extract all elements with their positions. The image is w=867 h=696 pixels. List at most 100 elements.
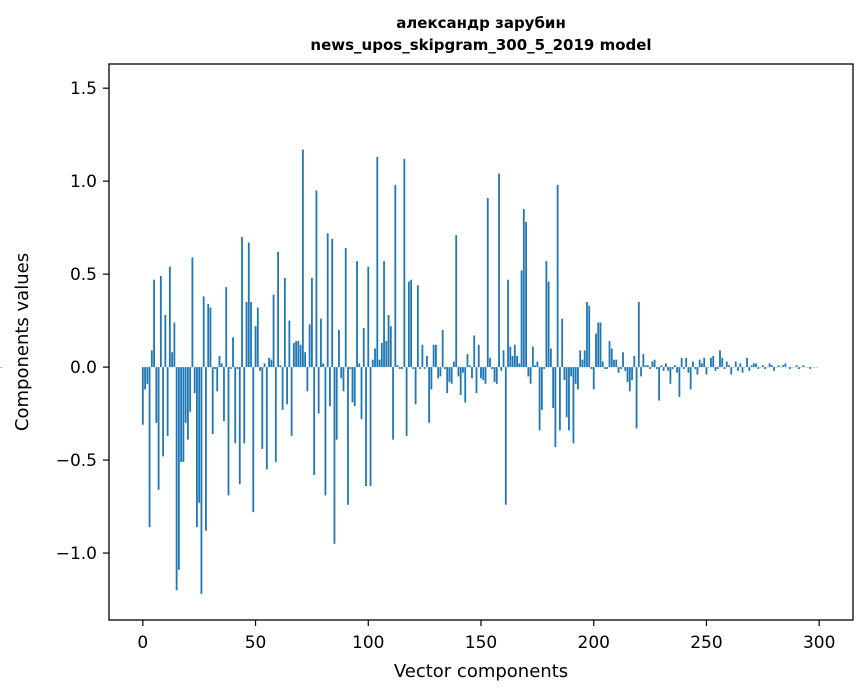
bar [317,367,320,414]
bar [592,367,595,390]
bar [457,367,460,377]
bar [586,302,588,368]
bar [444,367,446,369]
bar [209,307,212,368]
bar [446,367,449,394]
bar [795,365,798,368]
bar [425,355,428,368]
bar [243,367,246,444]
bar [604,367,606,369]
bar [768,363,771,368]
bar [615,359,618,368]
bar [196,367,198,528]
bar [770,365,773,368]
bar [802,365,805,368]
bar [716,367,719,369]
bar [191,257,194,368]
bar [635,367,638,429]
bar [274,367,277,462]
bar [671,367,674,369]
bar [694,367,697,369]
bar [761,365,764,368]
bar [180,367,183,462]
bar [617,367,620,373]
bar [308,324,311,368]
bar [667,367,670,371]
bar [247,242,250,368]
bar [538,367,541,431]
bar [432,344,435,368]
bar [689,367,692,390]
bar [597,322,600,368]
bar [187,367,189,440]
bar [703,357,706,368]
y-tick-label: 0.5 [70,265,97,285]
bar [333,367,336,544]
bar [340,367,343,379]
bar [277,251,279,368]
bar [737,367,739,371]
bar [320,318,322,368]
bar [367,266,370,368]
bar [159,275,162,368]
bar [477,344,480,368]
bar [236,367,239,369]
bar [723,367,726,369]
bar [162,367,165,457]
plot-frame [108,63,854,621]
bar [601,361,604,368]
bar [184,367,187,423]
bar [752,363,755,368]
bar [358,363,361,368]
bar [403,158,406,368]
bar [633,355,636,368]
bar [545,261,548,368]
bar [554,367,557,448]
bar [680,357,683,368]
bar [782,365,785,368]
bar [649,367,651,369]
x-tick-label: 150 [465,633,497,653]
bar [471,367,473,379]
bar [290,367,293,436]
bar [261,367,264,449]
bar [173,322,176,368]
bar [559,367,561,431]
bar [631,367,633,381]
bar [773,367,775,371]
bar [270,359,273,368]
bar [570,367,573,377]
bar [698,359,701,368]
bar [712,355,715,368]
bar [577,367,579,390]
bar [662,367,665,371]
bar [265,367,268,470]
bar [714,367,717,371]
bar [362,328,365,368]
bar [624,367,627,371]
bar [175,367,178,591]
bar [306,367,309,392]
bar [574,367,577,384]
bar [462,367,464,373]
bar [608,341,611,368]
bar [719,350,721,368]
bar [655,367,658,369]
bar [540,367,543,410]
bar [644,365,647,368]
bar [522,209,525,368]
bar [356,261,358,368]
bar [301,149,304,368]
bar [157,367,160,490]
chart-title: александр зарубин [396,14,566,32]
bar [299,344,302,368]
bar [412,367,415,369]
bar [286,367,289,405]
bar [177,367,180,570]
bar [148,367,151,528]
bar [687,367,690,373]
bar [583,350,586,368]
x-tick-label: 200 [578,633,610,653]
bar [678,367,681,397]
